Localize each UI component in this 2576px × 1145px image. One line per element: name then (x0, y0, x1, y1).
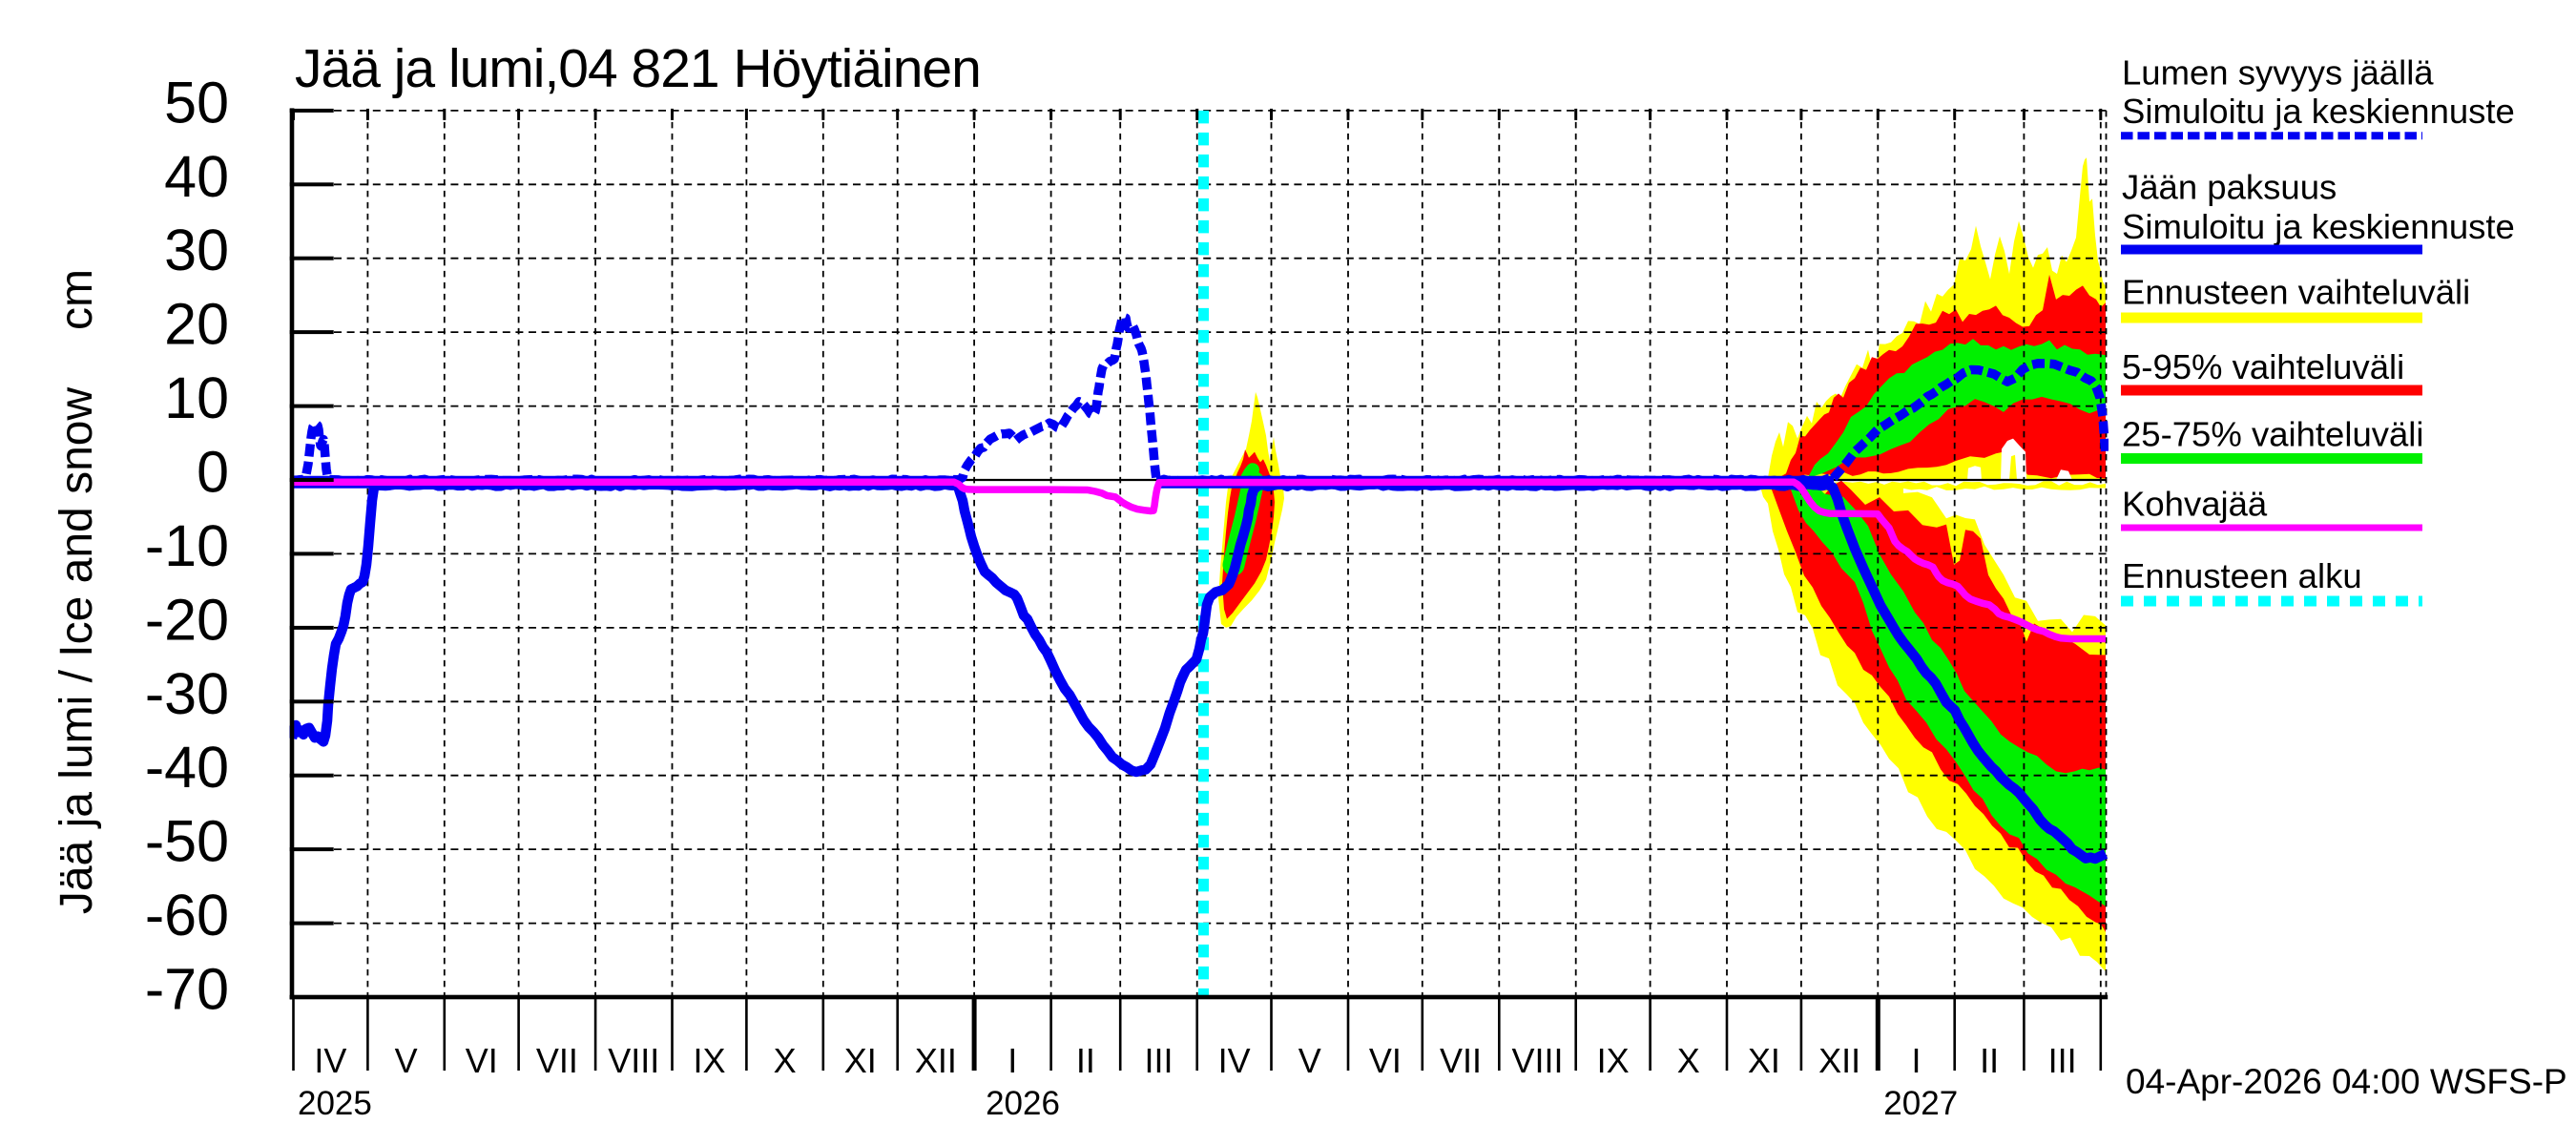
svg-text:30: 30 (164, 218, 229, 282)
svg-text:04-Apr-2026 04:00 WSFS-P: 04-Apr-2026 04:00 WSFS-P (2126, 1062, 2567, 1101)
svg-text:XII: XII (1818, 1041, 1860, 1080)
svg-text:I: I (1911, 1041, 1921, 1080)
svg-text:2025: 2025 (298, 1085, 372, 1122)
svg-text:V: V (395, 1041, 418, 1080)
svg-text:Kohvajää: Kohvajää (2122, 484, 2268, 523)
svg-text:-10: -10 (145, 513, 229, 578)
svg-text:VI: VI (466, 1041, 498, 1080)
svg-text:IV: IV (314, 1041, 346, 1080)
svg-text:II: II (1076, 1041, 1095, 1080)
svg-text:Ennusteen vaihteluväli: Ennusteen vaihteluväli (2122, 272, 2470, 311)
svg-text:50: 50 (164, 70, 229, 135)
svg-text:Jää ja lumi,04 821 Höytiäinen: Jää ja lumi,04 821 Höytiäinen (295, 38, 981, 99)
svg-text:XI: XI (1748, 1041, 1780, 1080)
svg-text:Simuloitu ja keskiennuste: Simuloitu ja keskiennuste (2122, 207, 2515, 246)
svg-text:Lumen syvyys jäällä: Lumen syvyys jäällä (2122, 52, 2434, 92)
svg-text:5-95% vaihteluväli: 5-95% vaihteluväli (2122, 347, 2404, 386)
svg-text:III: III (2048, 1041, 2077, 1080)
svg-text:I: I (1008, 1041, 1017, 1080)
svg-text:VIII: VIII (608, 1041, 659, 1080)
svg-text:0: 0 (197, 440, 229, 505)
svg-text:VI: VI (1369, 1041, 1402, 1080)
svg-text:20: 20 (164, 292, 229, 357)
svg-text:II: II (1980, 1041, 1999, 1080)
svg-text:Jää ja lumi / Ice and snow: Jää ja lumi / Ice and snow (52, 387, 102, 915)
svg-text:XI: XI (844, 1041, 877, 1080)
svg-text:-30: -30 (145, 661, 229, 726)
svg-text:IV: IV (1218, 1041, 1251, 1080)
svg-text:cm: cm (52, 269, 102, 330)
svg-text:40: 40 (164, 144, 229, 209)
svg-text:V: V (1298, 1041, 1321, 1080)
svg-text:-20: -20 (145, 587, 229, 652)
svg-text:Simuloitu ja keskiennuste: Simuloitu ja keskiennuste (2122, 92, 2515, 131)
svg-text:VIII: VIII (1511, 1041, 1563, 1080)
svg-text:10: 10 (164, 365, 229, 430)
svg-text:Jään paksuus: Jään paksuus (2122, 168, 2337, 207)
svg-text:VII: VII (1440, 1041, 1482, 1080)
svg-text:-70: -70 (145, 957, 229, 1022)
svg-text:XII: XII (915, 1041, 957, 1080)
svg-text:X: X (774, 1041, 797, 1080)
svg-text:IX: IX (693, 1041, 725, 1080)
svg-text:-40: -40 (145, 735, 229, 800)
svg-text:-50: -50 (145, 809, 229, 874)
svg-text:IX: IX (1597, 1041, 1630, 1080)
svg-text:III: III (1144, 1041, 1173, 1080)
svg-text:25-75% vaihteluväli: 25-75% vaihteluväli (2122, 414, 2424, 453)
svg-text:X: X (1677, 1041, 1700, 1080)
svg-text:Ennusteen alku: Ennusteen alku (2122, 556, 2362, 595)
svg-text:2027: 2027 (1883, 1085, 1958, 1122)
svg-text:-60: -60 (145, 883, 229, 947)
svg-text:VII: VII (536, 1041, 578, 1080)
svg-text:2026: 2026 (986, 1085, 1060, 1122)
